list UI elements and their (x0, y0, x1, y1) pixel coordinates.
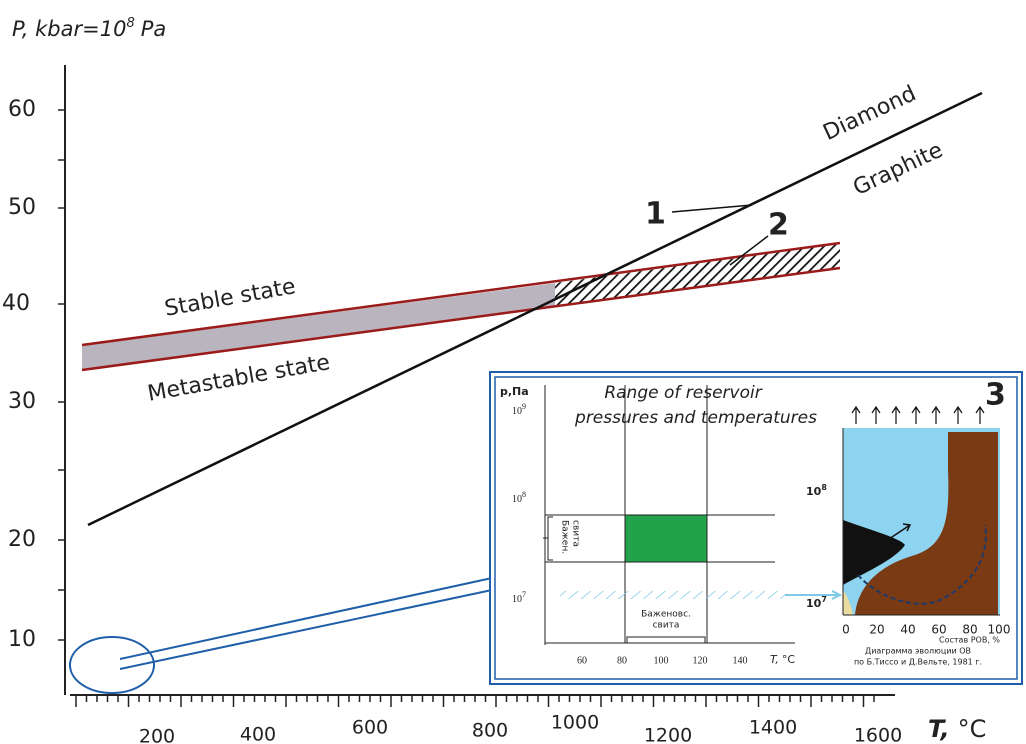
x-axis-label: T,°C (928, 715, 986, 743)
x-tick-label: 1000 (551, 712, 599, 734)
x-tick-label: 1200 (644, 725, 692, 744)
zoom-line (120, 578, 492, 659)
y-tick-label: 60 (8, 97, 36, 122)
inset-x-tick: 100 (654, 655, 669, 666)
inset-x-label: T,°C (770, 653, 795, 666)
diagram: P, kbar=108Pa 60 50 40 30 20 10 200 400 … (0, 0, 1026, 744)
evolution-caption: по Б.Тиссо и Д.Вельте, 1981 г. (854, 658, 982, 667)
x-tick-label: 200 (139, 726, 175, 744)
bazhenov-label: свита (653, 621, 680, 631)
bazhenov-label: свита (571, 520, 581, 547)
inset-x-tick: 140 (733, 655, 748, 666)
inset-y-label: p,Па (500, 385, 529, 398)
inset-title: pressures and temperatures (574, 408, 817, 428)
line-1-label: 1 (645, 197, 666, 232)
y-tick-label: 40 (2, 291, 30, 316)
inset-x-tick: 60 (577, 655, 587, 666)
reservoir-range (625, 515, 707, 562)
evolution-x-tick: 80 (962, 623, 977, 637)
y-tick-label: 50 (8, 195, 36, 220)
inset-x-tick: 120 (693, 655, 708, 666)
evolution-x-tick: 100 (988, 623, 1011, 637)
inset-title: Range of reservoir (604, 383, 762, 403)
zoom-line (120, 590, 492, 669)
bazhenov-label: Бажен. (560, 520, 570, 554)
evolution-x-label: Состав РОВ, % (939, 636, 1000, 645)
band-edge (82, 268, 840, 370)
inset-number: 3 (985, 378, 1006, 413)
stable-label: Stable state (163, 274, 298, 322)
evolution-caption: Диаграмма эволюции ОВ (865, 647, 971, 656)
evolution-x-tick: 0 (842, 623, 850, 637)
x-tick-label: 600 (352, 717, 388, 739)
diamond-label: Diamond (820, 81, 921, 146)
y-tick-label: 10 (8, 627, 36, 652)
bazhenov-label: Баженовс. (641, 610, 691, 620)
x-tick-label: 400 (240, 724, 276, 744)
x-tick-label: 800 (472, 720, 508, 742)
evolution-x-tick: 60 (931, 623, 946, 637)
y-tick-label: 20 (8, 527, 36, 552)
x-tick-label: 1400 (749, 717, 797, 739)
evolution-x-tick: 40 (900, 623, 915, 637)
y-tick-label: 30 (8, 389, 36, 414)
evolution-x-tick: 20 (869, 623, 884, 637)
hatch-line (560, 591, 785, 599)
inset-x-tick: 80 (617, 655, 627, 666)
line-2-label: 2 (768, 208, 789, 243)
graphite-label: Graphite (850, 138, 947, 201)
x-tick-label: 1600 (854, 725, 902, 744)
